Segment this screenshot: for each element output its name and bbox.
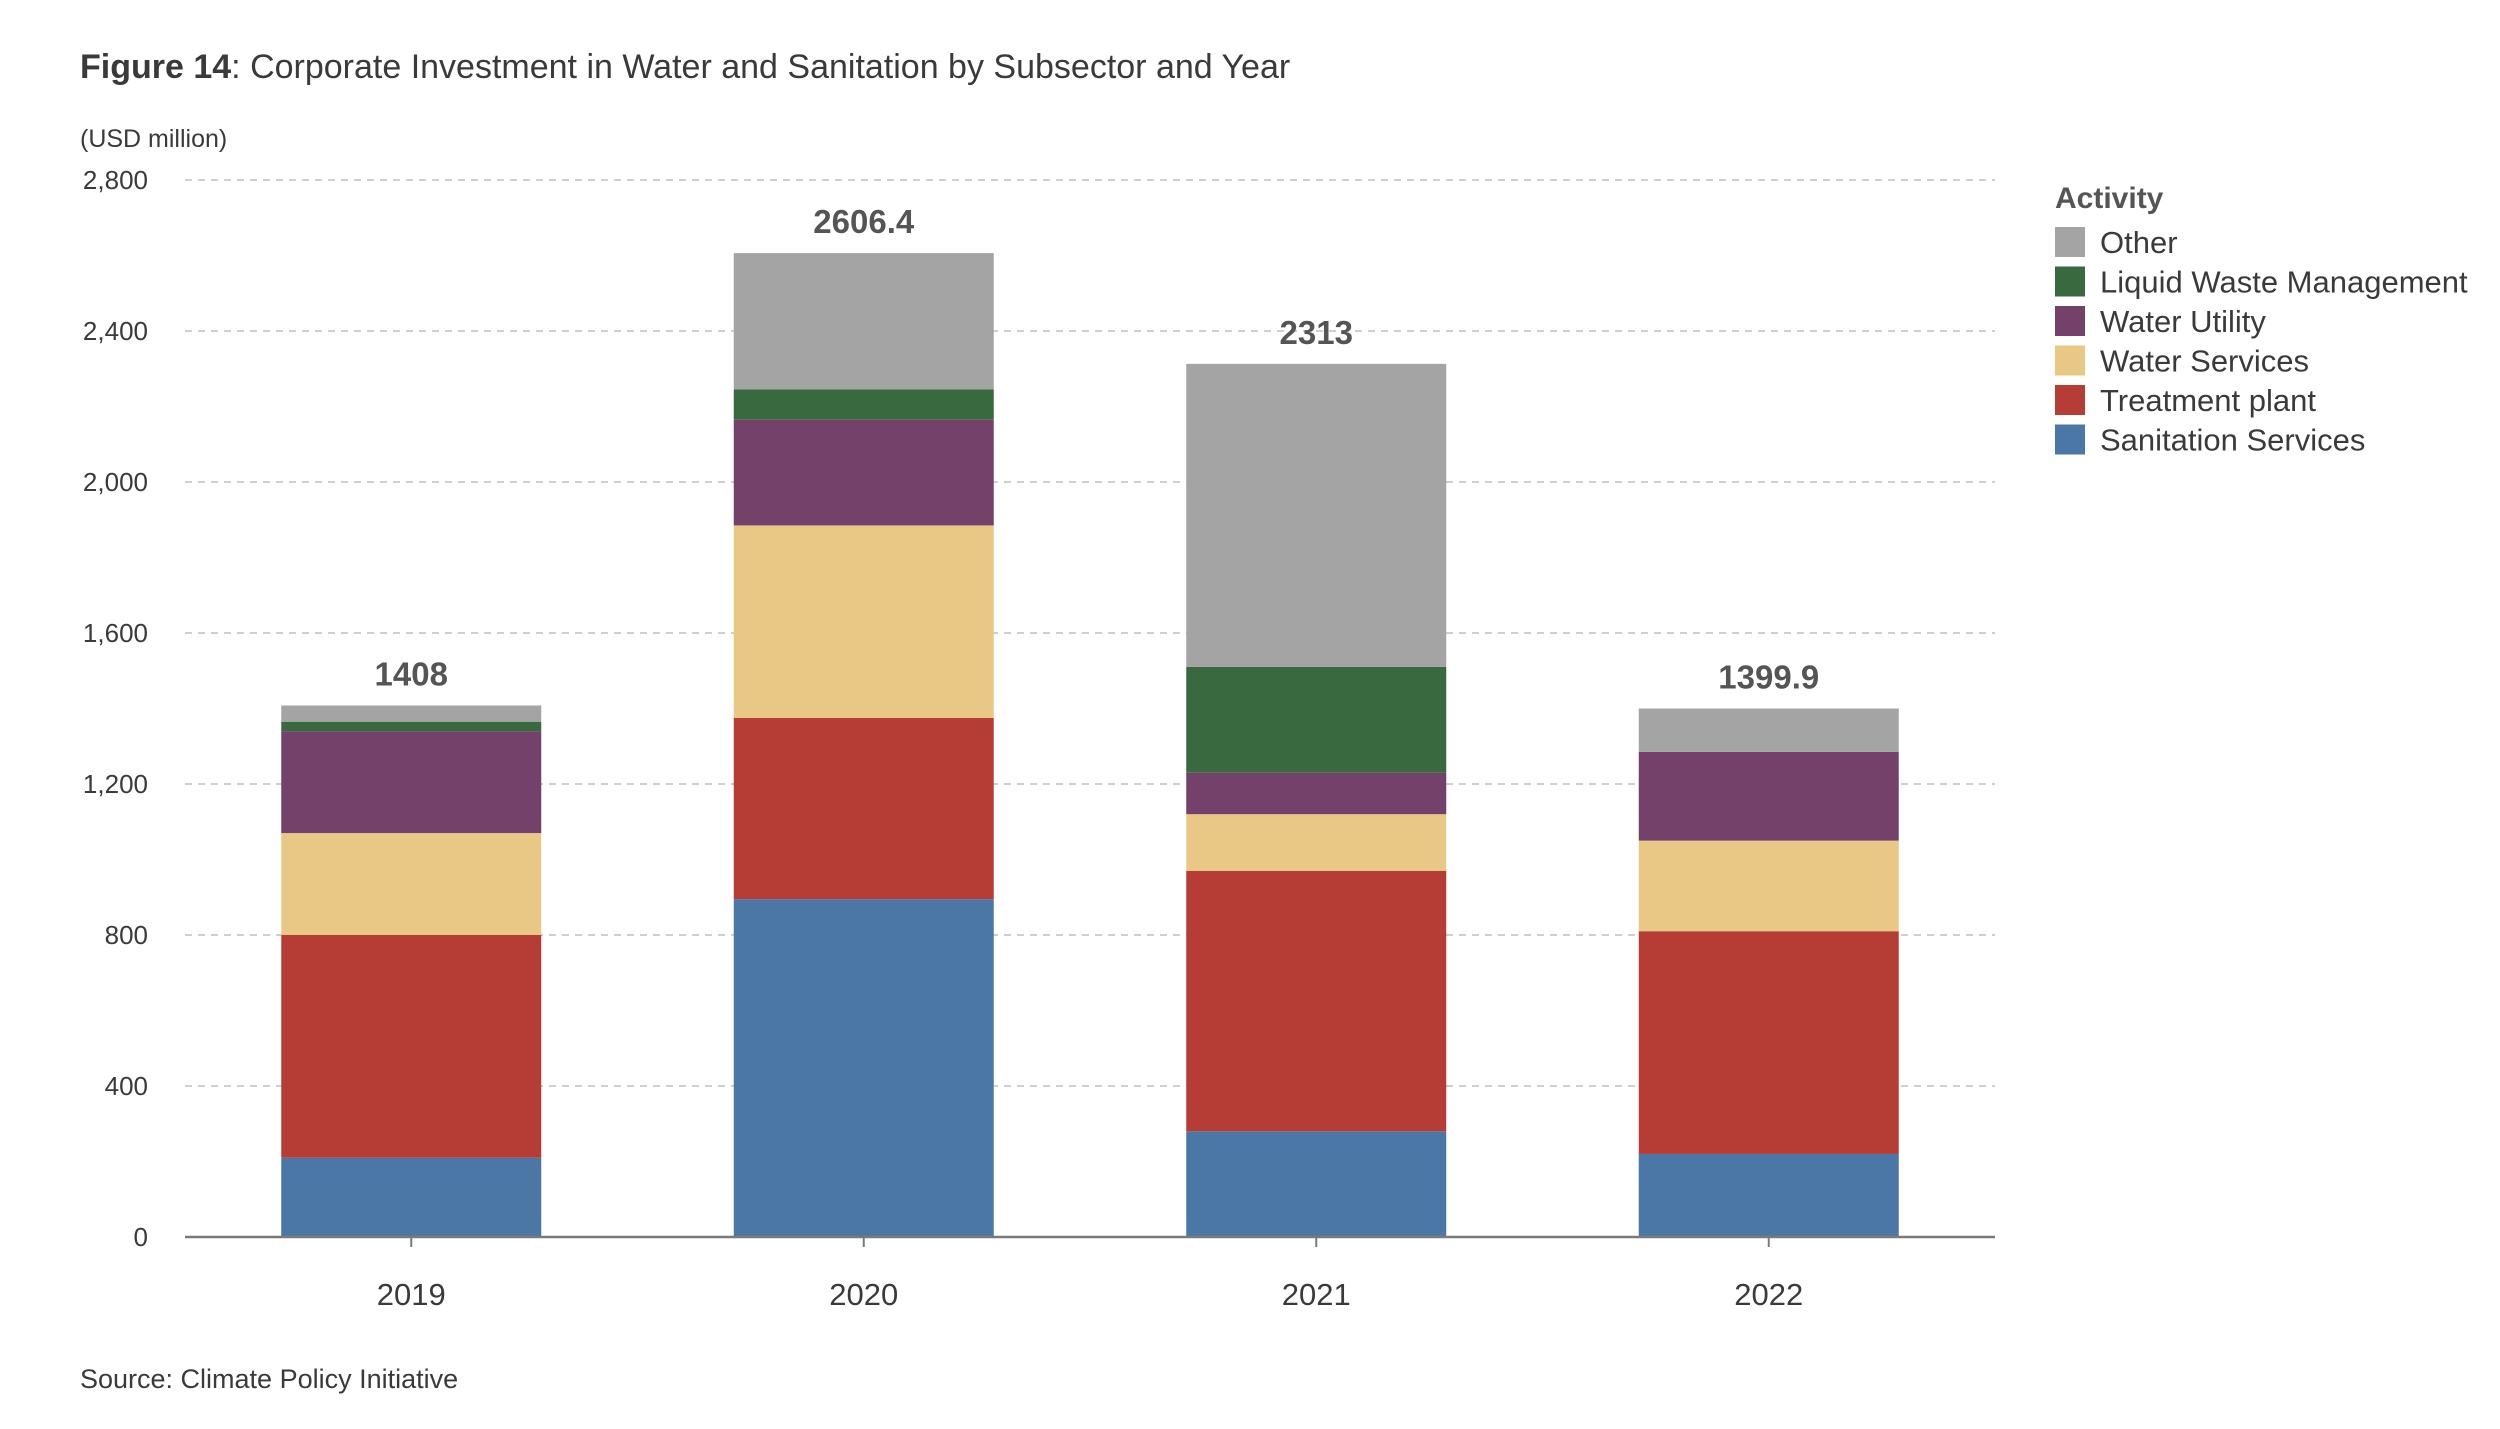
x-tick-label: 2022 [1734, 1277, 1803, 1312]
bar-segment-water-utility [733, 419, 994, 526]
bar-segment-liquid-waste-management [1186, 666, 1447, 773]
legend-item: Liquid Waste Management [2055, 265, 2468, 300]
bar-segment-water-utility [1638, 751, 1899, 841]
bar-segment-treatment-plant [281, 935, 542, 1158]
legend-item: Other [2055, 225, 2178, 260]
bar-segment-sanitation-services [1638, 1153, 1899, 1237]
legend-label: Liquid Waste Management [2100, 265, 2468, 300]
y-tick-label: 800 [105, 920, 148, 950]
bar-segment-water-services [281, 833, 542, 935]
x-tick-label: 2021 [1282, 1277, 1351, 1312]
bar-segment-water-utility [1186, 772, 1447, 815]
bar-segment-water-services [1186, 814, 1447, 871]
bars [281, 253, 1899, 1237]
y-tick-label: 2,400 [83, 316, 148, 346]
bar-segment-treatment-plant [733, 717, 994, 900]
y-tick-label: 1,600 [83, 618, 148, 648]
bar-total-label: 1399.9 [1718, 659, 1819, 696]
legend-item: Water Services [2055, 344, 2309, 379]
bar-segment-other [733, 253, 994, 390]
legend-swatch [2055, 266, 2085, 297]
y-tick-label: 2,000 [83, 467, 148, 497]
legend-label: Water Utility [2100, 304, 2266, 339]
y-tick-label: 400 [105, 1071, 148, 1101]
legend-label: Sanitation Services [2100, 423, 2365, 458]
legend-label: Water Services [2100, 344, 2309, 379]
legend-label: Treatment plant [2100, 383, 2316, 418]
bar-segment-other [281, 705, 542, 722]
bar-segment-sanitation-services [733, 899, 994, 1237]
bar-segment-treatment-plant [1186, 870, 1447, 1132]
bar-segment-water-utility [281, 731, 542, 834]
bar-totals: 1408 2606.4 2313 1399.9 [375, 203, 1820, 695]
bar-segment-sanitation-services [1186, 1131, 1447, 1237]
legend-title: Activity [2055, 182, 2164, 215]
legend-swatch [2055, 227, 2085, 257]
bar-segment-treatment-plant [1638, 931, 1899, 1154]
x-tick-label: 2020 [829, 1277, 898, 1312]
figure-title: Figure 14: Corporate Investment in Water… [80, 48, 1290, 86]
y-tick-label: 2,800 [83, 165, 148, 195]
legend-item: Sanitation Services [2055, 423, 2365, 458]
bar-total-label: 1408 [375, 655, 448, 692]
x-axis: 2019 2020 2021 2022 [185, 1235, 1995, 1312]
bar-segment-sanitation-services [281, 1157, 542, 1237]
legend-item: Water Utility [2055, 304, 2266, 339]
bar-segment-water-services [1638, 840, 1899, 932]
y-tick-label: 1,200 [83, 769, 148, 799]
figure-title-text: : Corporate Investment in Water and Sani… [231, 48, 1290, 86]
legend-swatch [2055, 306, 2085, 336]
bar-segment-liquid-waste-management [281, 721, 542, 732]
legend-swatch [2055, 385, 2085, 415]
legend-swatch [2055, 345, 2085, 376]
bar-segment-other [1638, 708, 1899, 752]
bar-segment-liquid-waste-management [733, 389, 994, 420]
bar-total-label: 2313 [1280, 314, 1353, 351]
source-note: Source: Climate Policy Initiative [80, 1364, 458, 1394]
bar-total-label: 2606.4 [813, 203, 915, 240]
x-tick-label: 2019 [377, 1277, 446, 1312]
bar-segment-other [1186, 363, 1447, 667]
legend-swatch [2055, 424, 2085, 455]
y-axis-ticks: 0 400 800 1,200 1,600 2,000 2,400 2,800 [83, 165, 148, 1252]
legend-item: Treatment plant [2055, 383, 2316, 418]
bar-segment-water-services [733, 525, 994, 718]
y-tick-label: 0 [134, 1222, 148, 1252]
legend: Activity Other Liquid Waste Management Wat… [2055, 182, 2468, 458]
figure-title-number: Figure 14 [80, 48, 231, 86]
y-axis-label: (USD million) [80, 125, 227, 153]
legend-label: Other [2100, 225, 2178, 260]
